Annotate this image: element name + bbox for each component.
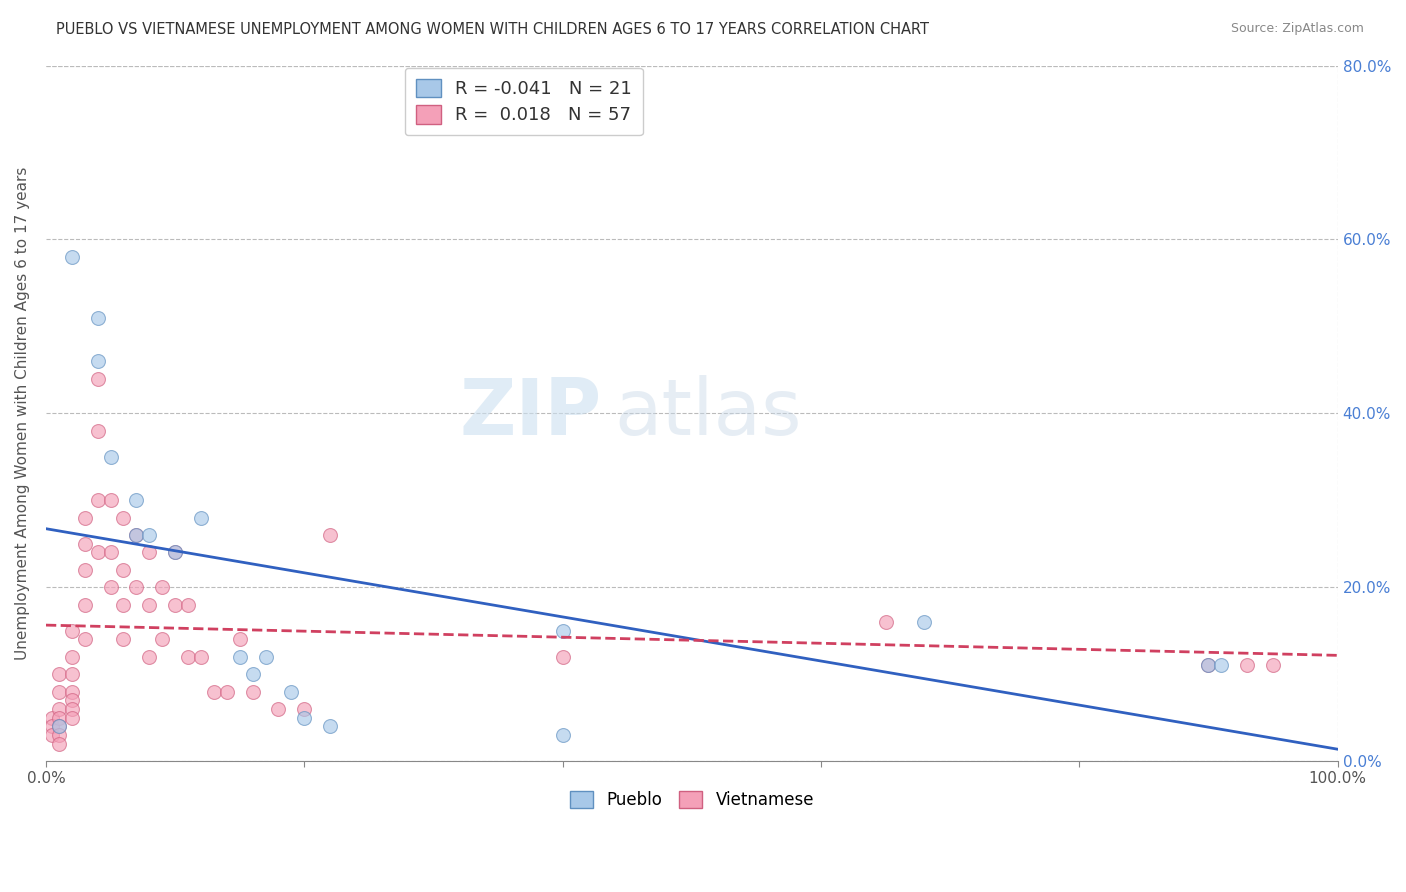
Text: PUEBLO VS VIETNAMESE UNEMPLOYMENT AMONG WOMEN WITH CHILDREN AGES 6 TO 17 YEARS C: PUEBLO VS VIETNAMESE UNEMPLOYMENT AMONG … [56, 22, 929, 37]
Point [125, 528, 148, 542]
Point [60, 693, 83, 707]
Point [228, 649, 250, 664]
Point [125, 493, 148, 508]
Point [267, 702, 290, 716]
Point [177, 598, 200, 612]
Point [48, 719, 70, 733]
Point [875, 615, 897, 629]
Point [254, 649, 277, 664]
Point [1198, 658, 1220, 673]
Point [73, 537, 96, 551]
Point [86, 493, 108, 508]
Point [280, 684, 302, 698]
Text: Source: ZipAtlas.com: Source: ZipAtlas.com [1230, 22, 1364, 36]
Point [73, 563, 96, 577]
Point [100, 493, 122, 508]
Point [60, 702, 83, 716]
Point [112, 563, 135, 577]
Point [125, 580, 148, 594]
Point [86, 310, 108, 325]
Point [41, 728, 63, 742]
Point [319, 528, 342, 542]
Point [1236, 658, 1258, 673]
Text: ZIP: ZIP [460, 376, 602, 451]
Point [41, 719, 63, 733]
Point [60, 649, 83, 664]
Point [73, 632, 96, 647]
Point [48, 702, 70, 716]
Point [202, 684, 225, 698]
Y-axis label: Unemployment Among Women with Children Ages 6 to 17 years: Unemployment Among Women with Children A… [15, 167, 30, 660]
Point [319, 719, 342, 733]
Point [551, 728, 574, 742]
Point [60, 250, 83, 264]
Point [138, 545, 160, 559]
Point [60, 624, 83, 638]
Point [112, 632, 135, 647]
Point [150, 632, 173, 647]
Point [100, 450, 122, 464]
Point [1211, 658, 1233, 673]
Point [228, 632, 250, 647]
Point [73, 598, 96, 612]
Point [242, 667, 264, 681]
Point [86, 354, 108, 368]
Point [60, 710, 83, 724]
Point [551, 624, 574, 638]
Point [138, 528, 160, 542]
Point [1198, 658, 1220, 673]
Point [292, 710, 315, 724]
Point [177, 649, 200, 664]
Text: atlas: atlas [614, 376, 801, 451]
Point [48, 719, 70, 733]
Point [100, 545, 122, 559]
Point [112, 510, 135, 524]
Legend: Pueblo, Vietnamese: Pueblo, Vietnamese [562, 784, 821, 815]
Point [86, 424, 108, 438]
Point [60, 684, 83, 698]
Point [86, 371, 108, 385]
Point [242, 684, 264, 698]
Point [165, 545, 187, 559]
Point [100, 580, 122, 594]
Point [125, 528, 148, 542]
Point [138, 649, 160, 664]
Point [48, 710, 70, 724]
Point [48, 667, 70, 681]
Point [1261, 658, 1284, 673]
Point [165, 545, 187, 559]
Point [190, 649, 212, 664]
Point [138, 598, 160, 612]
Point [551, 649, 574, 664]
Point [150, 580, 173, 594]
Point [48, 737, 70, 751]
Point [48, 684, 70, 698]
Point [41, 710, 63, 724]
Point [292, 702, 315, 716]
Point [60, 667, 83, 681]
Point [48, 728, 70, 742]
Point [112, 598, 135, 612]
Point [86, 545, 108, 559]
Point [912, 615, 935, 629]
Point [215, 684, 238, 698]
Point [165, 598, 187, 612]
Point [190, 510, 212, 524]
Point [73, 510, 96, 524]
